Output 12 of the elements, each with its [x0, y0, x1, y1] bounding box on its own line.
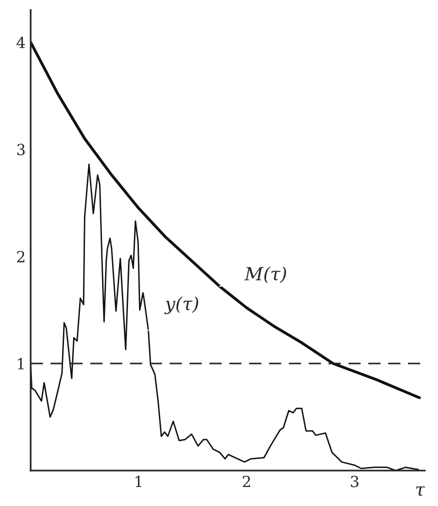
y-tick-label: 3 — [17, 144, 25, 156]
y-tick-label: 4 — [16, 36, 26, 48]
series-label: y(τ) — [164, 296, 198, 314]
y-tick-label: 2 — [17, 250, 24, 262]
line-series — [30, 164, 420, 471]
x-tick-label: 3 — [350, 476, 358, 488]
x-axis-title: τ — [416, 486, 426, 496]
x-tick-label: 2 — [242, 476, 250, 488]
x-tick-label: 1 — [136, 476, 142, 488]
y-tick-label: 1 — [18, 358, 24, 370]
series-label: M(τ) — [244, 266, 286, 284]
line-series — [30, 40, 421, 400]
